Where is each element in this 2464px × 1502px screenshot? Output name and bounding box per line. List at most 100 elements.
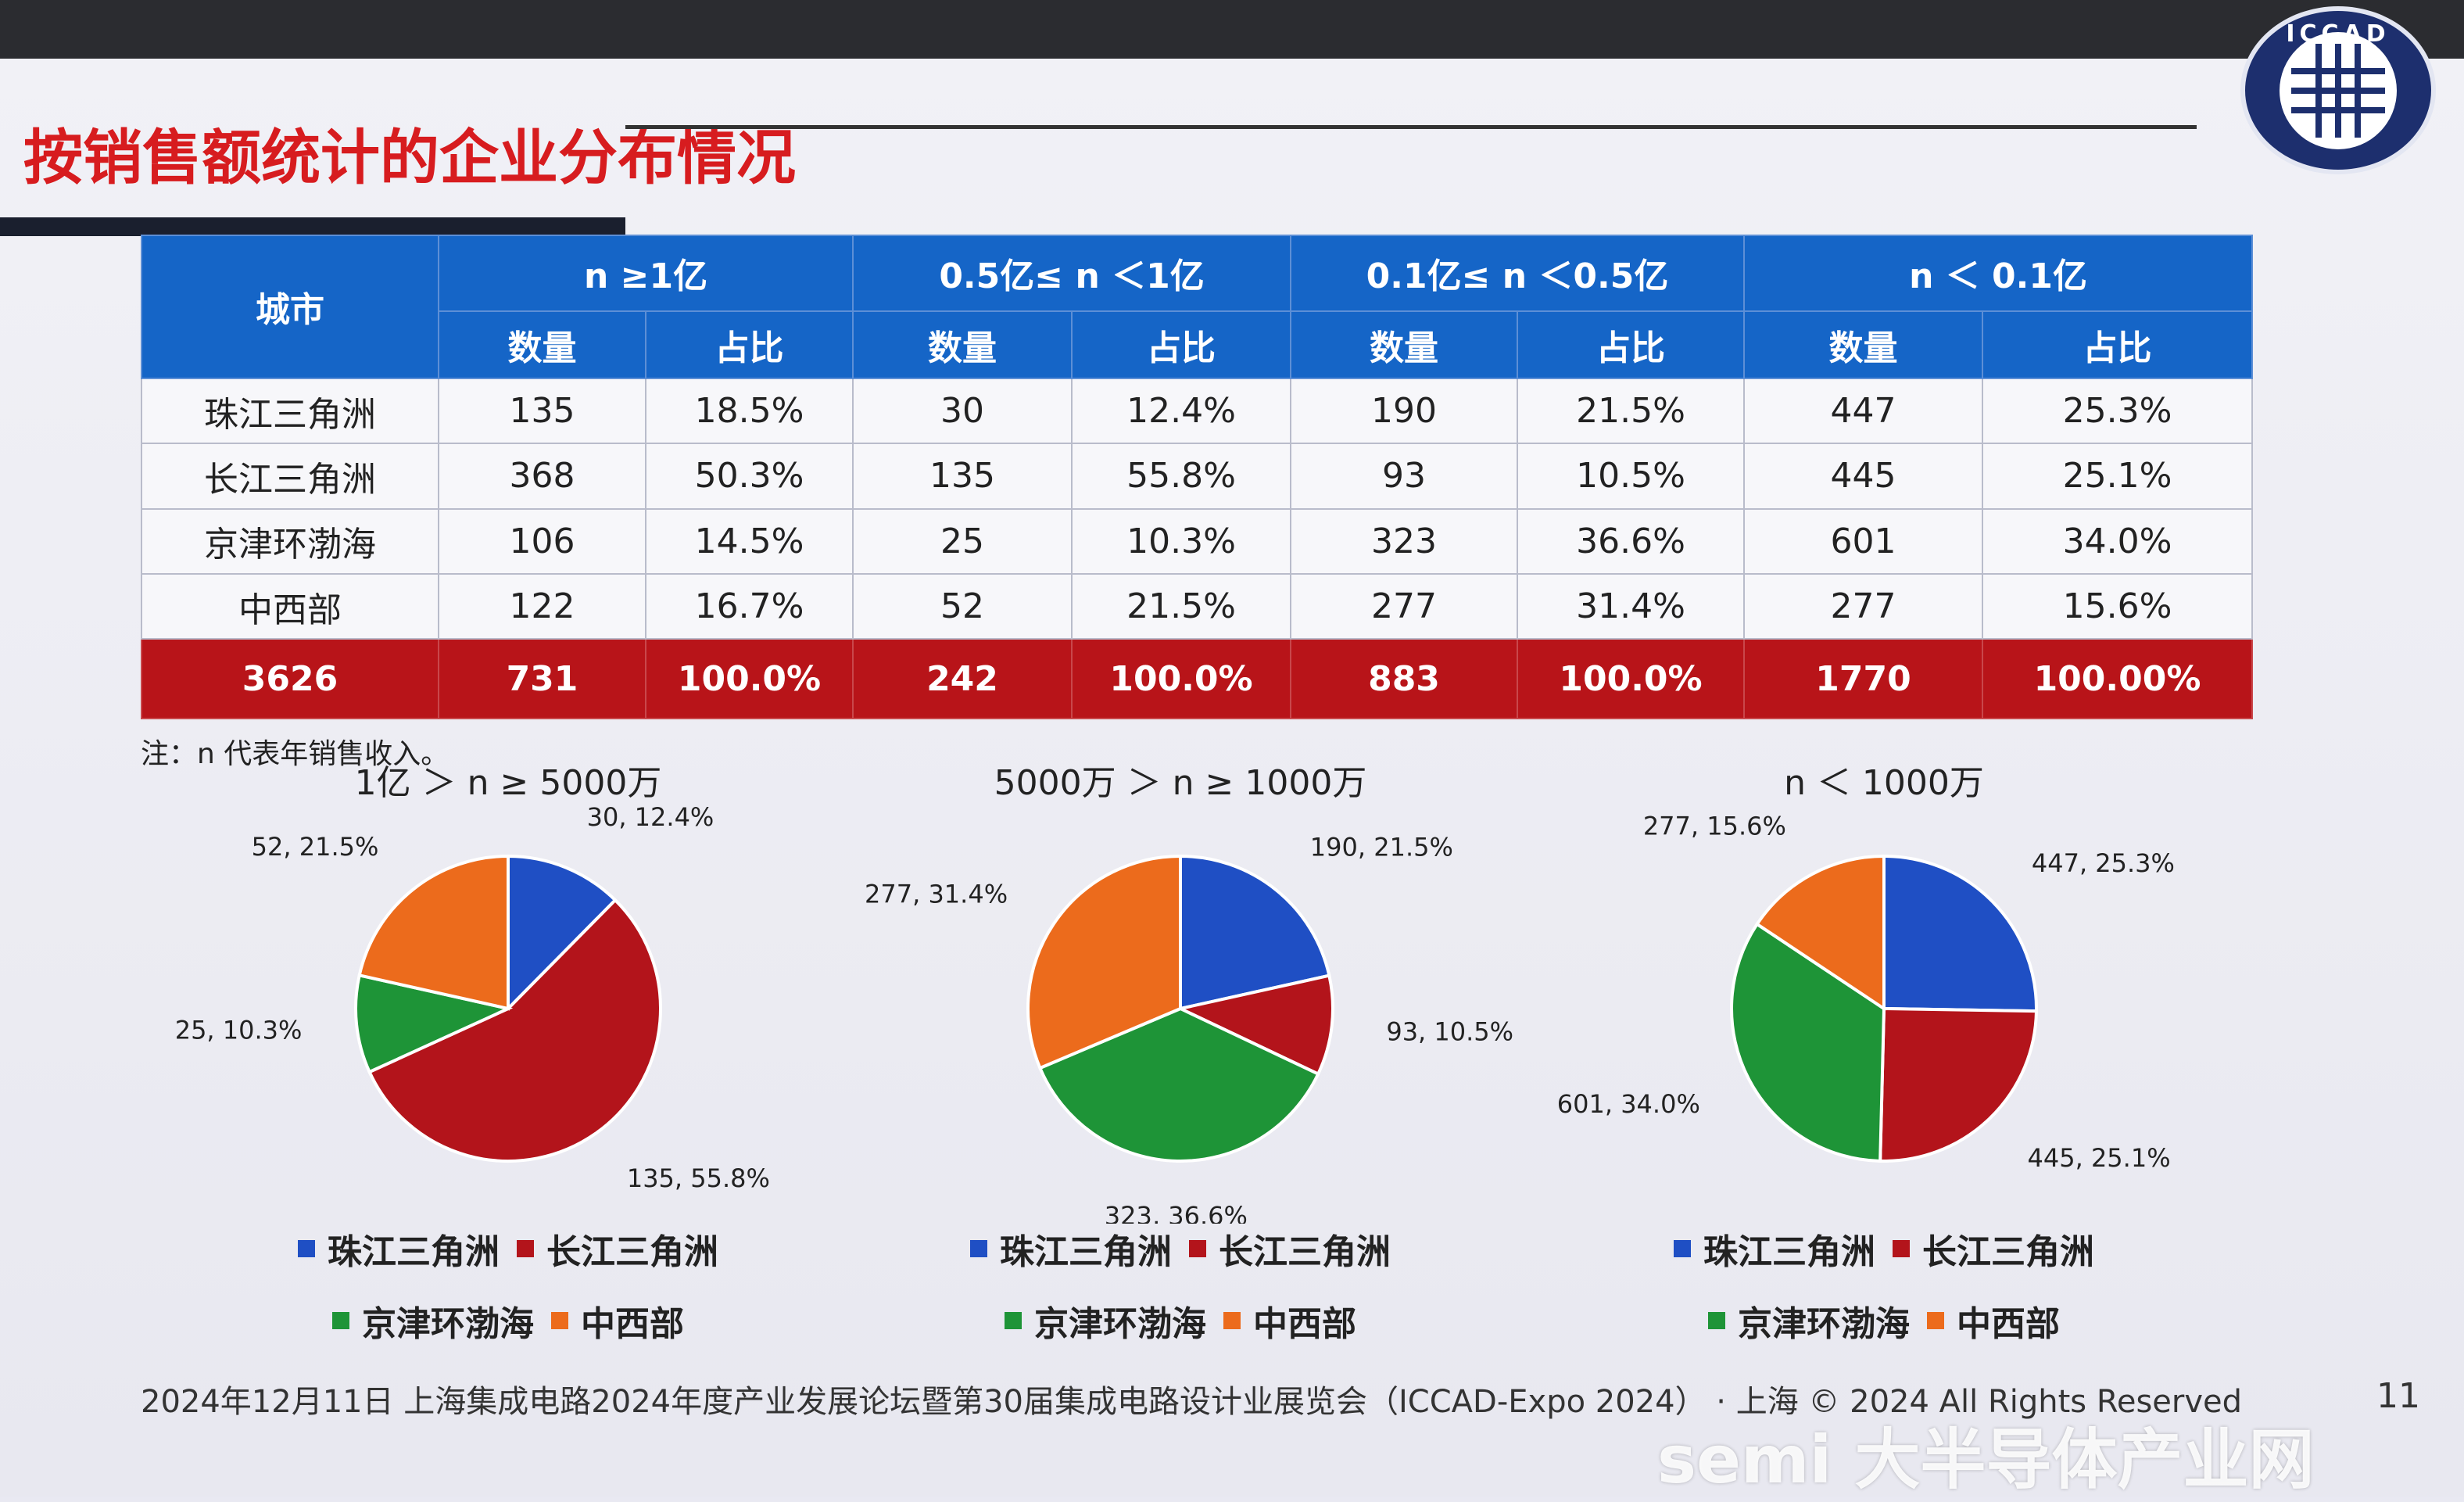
city-cell: 长江三角洲 (141, 443, 439, 510)
sub-header: 占比 (645, 310, 854, 379)
pie-slice-1 (1179, 854, 1331, 1011)
pie-slice-1 (507, 854, 618, 1013)
legend-item: 珠江三角洲 (298, 1224, 500, 1274)
legend-swatch-green (1708, 1312, 1725, 1329)
table-total-row: 3626 731 100.0% 242 100.0% 883 100.0% 17… (141, 638, 2254, 719)
pie-legend-2: 珠江三角洲 长江三角洲 京津环渤海 中西部 (829, 1224, 1532, 1368)
legend-swatch-orange (551, 1312, 568, 1329)
legend-swatch-blue (970, 1240, 987, 1257)
total-cell: 3626 (141, 638, 439, 719)
pie-data-label: 277, 31.4% (865, 880, 1008, 909)
pie-chart-2: 190, 21.5% 93, 10.5% 323, 36.6% 277, 31.4% (865, 832, 1513, 1224)
table-cell: 368 (438, 443, 646, 510)
city-header: 城市 (141, 235, 439, 379)
legend-item: 中西部 (1223, 1296, 1356, 1346)
sub-header: 占比 (1517, 310, 1746, 379)
legend-swatch-green (1005, 1312, 1022, 1329)
table-group-header-row: 城市 n ≥1亿 0.5亿≤ n ＜1亿 0.1亿≤ n ＜0.5亿 n ＜ 0… (141, 235, 2254, 379)
sub-header: 占比 (1070, 310, 1292, 379)
total-cell: 1770 (1743, 638, 1984, 719)
legend-swatch-orange (1927, 1312, 1944, 1329)
pie-chart-1: 30, 12.4% 135, 55.8% 25, 10.3% 52, 21.5% (175, 802, 770, 1193)
table-cell: 135 (852, 443, 1073, 510)
legend-swatch-blue (298, 1240, 315, 1257)
table-cell: 323 (1290, 507, 1519, 575)
total-cell: 100.0% (1517, 638, 1746, 719)
table-cell: 25.3% (1982, 377, 2254, 445)
pie-data-label: 277, 15.6% (1643, 811, 1786, 841)
stats-table: 城市 n ≥1亿 0.5亿≤ n ＜1亿 0.1亿≤ n ＜0.5亿 n ＜ 0… (141, 235, 2254, 719)
legend-item: 长江三角洲 (1189, 1224, 1391, 1274)
table-cell: 14.5% (645, 507, 854, 575)
sub-header: 数量 (852, 310, 1073, 379)
table-cell: 16.7% (645, 572, 854, 640)
pie-slice-3 (354, 973, 514, 1074)
table-cell: 21.5% (1070, 572, 1292, 640)
table-cell: 601 (1743, 507, 1984, 575)
pie-data-label: 30, 12.4% (587, 802, 714, 832)
table-cell: 36.6% (1517, 507, 1746, 575)
table-cell: 55.8% (1070, 443, 1292, 510)
watermark: semi 大半导体产业网 (1657, 1421, 2315, 1498)
legend-item: 中西部 (551, 1296, 684, 1346)
pie-title: 1亿 ＞ n ≥ 5000万 (354, 763, 662, 803)
table-cell: 445 (1743, 443, 1984, 510)
total-cell: 242 (852, 638, 1073, 719)
pie-data-label: 323, 36.6% (1105, 1201, 1248, 1224)
table-cell: 106 (438, 507, 646, 575)
city-cell: 珠江三角洲 (141, 377, 439, 445)
pie-slice-4 (1754, 854, 1886, 1012)
pie-data-label: 25, 10.3% (175, 1015, 303, 1045)
table-cell: 277 (1743, 572, 1984, 640)
table-cell: 18.5% (645, 377, 854, 445)
pie-data-label: 447, 25.3% (2032, 848, 2175, 878)
logo-text: ICCAD (2286, 20, 2391, 48)
group-header: n ≥1亿 (438, 235, 854, 312)
legend-item: 京津环渤海 (1005, 1296, 1206, 1346)
total-cell: 100.0% (645, 638, 854, 719)
pie-data-label: 190, 21.5% (1310, 832, 1453, 862)
table-cell: 277 (1290, 572, 1519, 640)
total-cell: 883 (1290, 638, 1519, 719)
table-cell: 10.3% (1070, 507, 1292, 575)
pie-panel-2: 5000万 ＞ n ≥ 1000万 190, 21.5% 93, 10.5% 323… (829, 755, 1532, 1344)
table-note: 注：n 代表年销售收入。 (141, 738, 449, 770)
page-title: 按销售额统计的企业分布情况 (23, 123, 796, 192)
group-header: 0.1亿≤ n ＜0.5亿 (1290, 235, 1746, 312)
pie-data-label: 445, 25.1% (2028, 1143, 2171, 1173)
legend-label: 中西部 (1253, 1304, 1356, 1344)
pie-data-label: 93, 10.5% (1386, 1017, 1513, 1047)
table-row: 长江三角洲 368 50.3% 135 55.8% 93 10.5% 445 2… (141, 443, 2254, 510)
legend-label: 中西部 (581, 1304, 684, 1344)
table-cell: 25.1% (1982, 443, 2254, 510)
table-sub-header-row: 数量 占比 数量 占比 数量 占比 数量 占比 (141, 310, 2254, 379)
legend-item: 长江三角洲 (1893, 1224, 2094, 1274)
pie-slice-1 (1882, 854, 2038, 1013)
table-cell: 30 (852, 377, 1073, 445)
pie-data-label: 52, 21.5% (252, 832, 379, 862)
total-cell: 100.00% (1982, 638, 2254, 719)
table-cell: 21.5% (1517, 377, 1746, 445)
city-cell: 京津环渤海 (141, 507, 439, 575)
legend-item: 长江三角洲 (517, 1224, 718, 1274)
pie-chart-3: 447, 25.3% 445, 25.1% 601, 34.0% 277, 15.6% (1557, 811, 2175, 1173)
sub-header: 数量 (1743, 310, 1984, 379)
iccad-logo: ICCAD (2240, 6, 2436, 174)
logo-grid-icon (2280, 31, 2397, 149)
group-header: 0.5亿≤ n ＜1亿 (851, 235, 1292, 312)
legend-label: 长江三角洲 (1922, 1232, 2094, 1272)
table-cell: 52 (852, 572, 1073, 640)
legend-item: 珠江三角洲 (970, 1224, 1172, 1274)
legend-swatch-orange (1223, 1312, 1241, 1329)
pie-title: 5000万 ＞ n ≥ 1000万 (994, 763, 1367, 803)
table-row: 珠江三角洲 135 18.5% 30 12.4% 190 21.5% 447 2… (141, 377, 2254, 445)
table-cell: 190 (1290, 377, 1519, 445)
legend-label: 长江三角洲 (1219, 1232, 1391, 1272)
pie-title: n ＜ 1000万 (1784, 763, 1984, 803)
table-cell: 15.6% (1982, 572, 2254, 640)
table-row: 京津环渤海 106 14.5% 25 10.3% 323 36.6% 601 3… (141, 507, 2254, 575)
legend-item: 京津环渤海 (1708, 1296, 1910, 1346)
legend-swatch-red (1189, 1240, 1206, 1257)
pie-panel-1: 1亿 ＞ n ≥ 5000万 30, 12.4% 135, 55.8% 25, 10… (156, 755, 860, 1344)
legend-item: 中西部 (1927, 1296, 2060, 1346)
